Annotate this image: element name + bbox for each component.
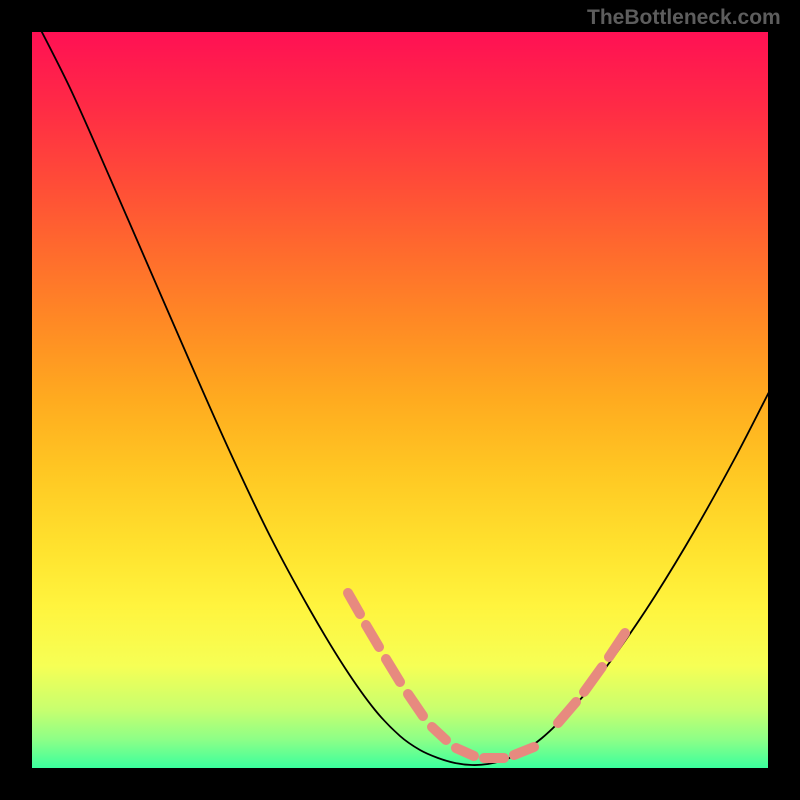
- bottleneck-chart: [0, 0, 800, 800]
- watermark-text: TheBottleneck.com: [587, 6, 781, 30]
- gradient-background: [31, 31, 769, 769]
